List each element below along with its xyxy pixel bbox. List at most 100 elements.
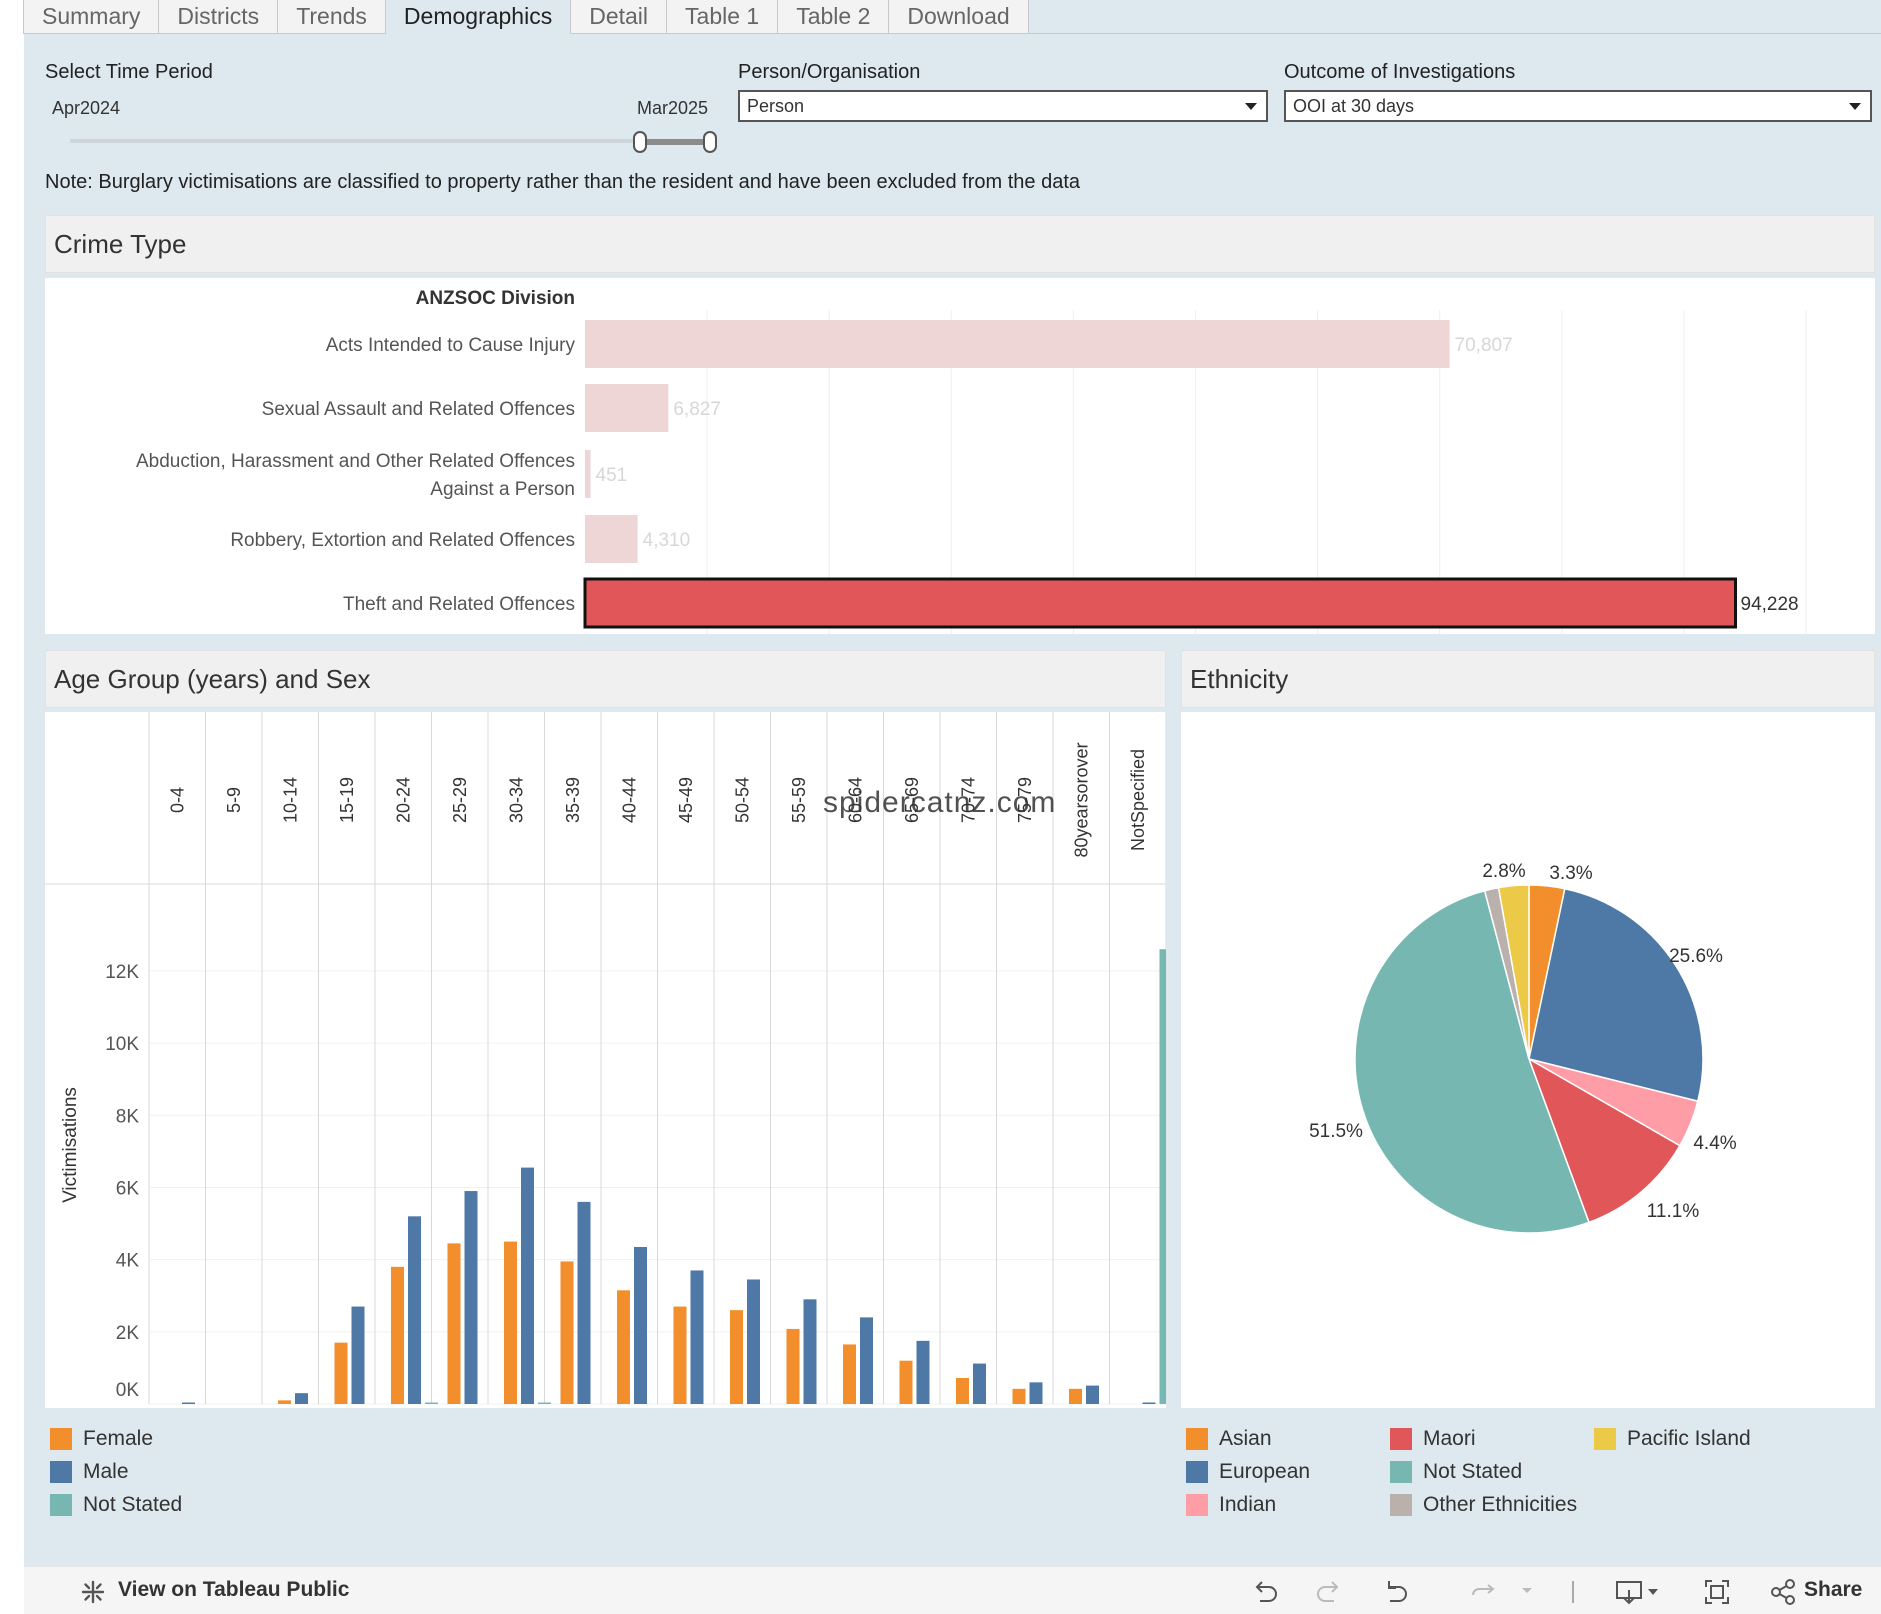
age-bar-female-80yearsorover[interactable] (1069, 1388, 1082, 1404)
age-bar-female-55-59[interactable] (786, 1328, 800, 1404)
age-sex-chart[interactable]: 0K 2K 4K 6K 8K 10K 12K Victimisations 0-4 5-9 10-1… (45, 712, 1173, 1408)
legend-swatch-not-stated-eth[interactable] (1390, 1461, 1412, 1483)
time-slider-range[interactable] (640, 139, 710, 145)
outcome-selected: OOI at 30 days (1293, 96, 1415, 116)
age-bar-male-30-34[interactable] (521, 1167, 534, 1404)
undo-icon[interactable] (1250, 1577, 1280, 1607)
age-ytick-label: 8K (116, 1106, 140, 1127)
crime-bar-robbery-extortion-and-related-offences[interactable] (585, 515, 638, 563)
age-bar-male-20-24[interactable] (408, 1216, 421, 1404)
age-bar-not-stated-notspecified[interactable] (1159, 949, 1173, 1404)
age-bar-male-35-39[interactable] (577, 1201, 591, 1404)
legend-label-not-stated[interactable]: Not Stated (83, 1493, 183, 1516)
legend-label-maori[interactable]: Maori (1423, 1427, 1476, 1450)
age-bar-male-40-44[interactable] (634, 1246, 647, 1404)
tab-detail[interactable]: Detail (570, 0, 668, 34)
tab-summary[interactable]: Summary (23, 0, 160, 34)
time-slider-track[interactable] (70, 139, 710, 143)
age-bar-male-50-54[interactable] (747, 1279, 760, 1404)
tab-demographics[interactable]: Demographics (384, 0, 572, 34)
age-bar-female-50-54[interactable] (730, 1310, 743, 1404)
legend-swatch-asian[interactable] (1186, 1428, 1208, 1450)
legend-label-european[interactable]: European (1219, 1460, 1311, 1483)
legend-swatch-pacific-island[interactable] (1594, 1428, 1616, 1450)
download-icon[interactable] (1614, 1577, 1660, 1607)
tab-download[interactable]: Download (888, 0, 1029, 34)
crime-bar-abduction-harassment-and-other-related-offences[interactable] (585, 450, 591, 498)
age-bar-female-10-14[interactable] (278, 1400, 291, 1404)
age-bar-male-80yearsorover[interactable] (1086, 1385, 1099, 1404)
share-icon[interactable] (1768, 1577, 1798, 1607)
legend-swatch-maori[interactable] (1390, 1428, 1412, 1450)
view-on-tableau-link[interactable]: View on Tableau Public (118, 1578, 350, 1601)
chevron-down-icon[interactable] (1520, 1585, 1534, 1597)
ethnicity-pie-chart[interactable]: 3.3% 25.6% 4.4% 11.1% 51.5% 2.8% (1181, 712, 1875, 1408)
legend-swatch-european[interactable] (1186, 1461, 1208, 1483)
age-bar-male-70-74[interactable] (973, 1363, 986, 1404)
age-bar-not-stated-20-24[interactable] (425, 1402, 438, 1405)
crime-bar-theft-and-related-offences[interactable] (583, 577, 1738, 629)
legend-label-pacific-island[interactable]: Pacific Island (1627, 1427, 1751, 1450)
age-bar-male-45-49[interactable] (690, 1270, 704, 1404)
age-category-45-49: 45-49 (676, 777, 696, 823)
legend-swatch-not-stated[interactable] (50, 1494, 72, 1516)
crime-type-chart[interactable]: ANZSOC Division 70,807 Acts Intended to Ca… (45, 278, 1875, 634)
pie-slice-european[interactable] (1528, 887, 1704, 1103)
crime-bar-sexual-assault-and-related-offences[interactable] (585, 384, 669, 432)
age-bar-male-60-64[interactable] (860, 1317, 873, 1404)
age-bar-female-20-24[interactable] (391, 1266, 404, 1404)
legend-swatch-indian[interactable] (1186, 1494, 1208, 1516)
time-slider-end-handle[interactable] (703, 131, 717, 153)
age-bar-male-0-4[interactable] (182, 1402, 195, 1405)
pie-slice-pacific-island[interactable] (1497, 884, 1530, 1060)
age-bar-female-45-49[interactable] (673, 1306, 687, 1404)
tab-table-2[interactable]: Table 2 (777, 0, 890, 34)
legend-label-not-stated-eth[interactable]: Not Stated (1423, 1460, 1523, 1483)
age-bar-female-40-44[interactable] (617, 1290, 630, 1404)
age-bar-female-35-39[interactable] (560, 1261, 574, 1404)
redo-icon[interactable] (1314, 1577, 1344, 1607)
age-bar-male-notspecified[interactable] (1142, 1402, 1156, 1405)
age-bar-female-30-34[interactable] (504, 1241, 517, 1404)
ethnicity-header: Ethnicity (1181, 650, 1875, 708)
legend-label-male[interactable]: Male (83, 1460, 129, 1483)
tableau-footer: View on Tableau Public Share (24, 1566, 1881, 1614)
age-bar-male-65-69[interactable] (916, 1340, 930, 1404)
age-bar-male-55-59[interactable] (803, 1299, 817, 1404)
legend-swatch-female[interactable] (50, 1428, 72, 1450)
age-bar-female-65-69[interactable] (899, 1360, 913, 1404)
age-category-30-34: 30-34 (506, 777, 526, 823)
age-bar-female-70-74[interactable] (956, 1378, 969, 1404)
fullscreen-icon[interactable] (1702, 1577, 1732, 1607)
outcome-dropdown[interactable]: OOI at 30 days (1284, 90, 1872, 122)
legend-swatch-male[interactable] (50, 1461, 72, 1483)
age-bar-male-10-14[interactable] (295, 1393, 308, 1404)
time-slider-start-handle[interactable] (633, 131, 647, 153)
tab-districts[interactable]: Districts (158, 0, 279, 34)
age-category-80yearsorover: 80yearsorover (1071, 742, 1091, 857)
legend-swatch-other-ethnicities[interactable] (1390, 1494, 1412, 1516)
pie-slice-maori[interactable] (1527, 1057, 1681, 1224)
pause-updates-icon[interactable] (1468, 1577, 1498, 1607)
age-bar-not-stated-30-34[interactable] (538, 1402, 551, 1405)
legend-label-female[interactable]: Female (83, 1427, 154, 1450)
share-button[interactable]: Share (1804, 1578, 1863, 1601)
revert-icon[interactable] (1380, 1577, 1410, 1607)
tab-table-1[interactable]: Table 1 (666, 0, 779, 34)
pie-slice-not-stated[interactable] (1354, 889, 1590, 1234)
age-bar-female-75-79[interactable] (1012, 1388, 1026, 1404)
person-org-dropdown[interactable]: Person (738, 90, 1268, 122)
crime-bar-acts-intended-to-cause-injury[interactable] (585, 320, 1450, 368)
age-bar-male-15-19[interactable] (351, 1306, 365, 1404)
pie-label-pacific-island: 2.8% (1482, 861, 1525, 882)
age-bar-female-15-19[interactable] (334, 1342, 348, 1404)
age-bar-male-75-79[interactable] (1029, 1382, 1043, 1404)
legend-label-other-ethnicities[interactable]: Other Ethnicities (1423, 1493, 1578, 1516)
age-bar-female-60-64[interactable] (843, 1344, 856, 1404)
legend-label-asian[interactable]: Asian (1219, 1427, 1272, 1450)
legend-label-indian[interactable]: Indian (1219, 1493, 1277, 1516)
age-bar-male-25-29[interactable] (464, 1191, 478, 1404)
age-category-40-44: 40-44 (619, 777, 639, 823)
age-bar-female-25-29[interactable] (447, 1243, 461, 1404)
tab-trends[interactable]: Trends (277, 0, 386, 34)
